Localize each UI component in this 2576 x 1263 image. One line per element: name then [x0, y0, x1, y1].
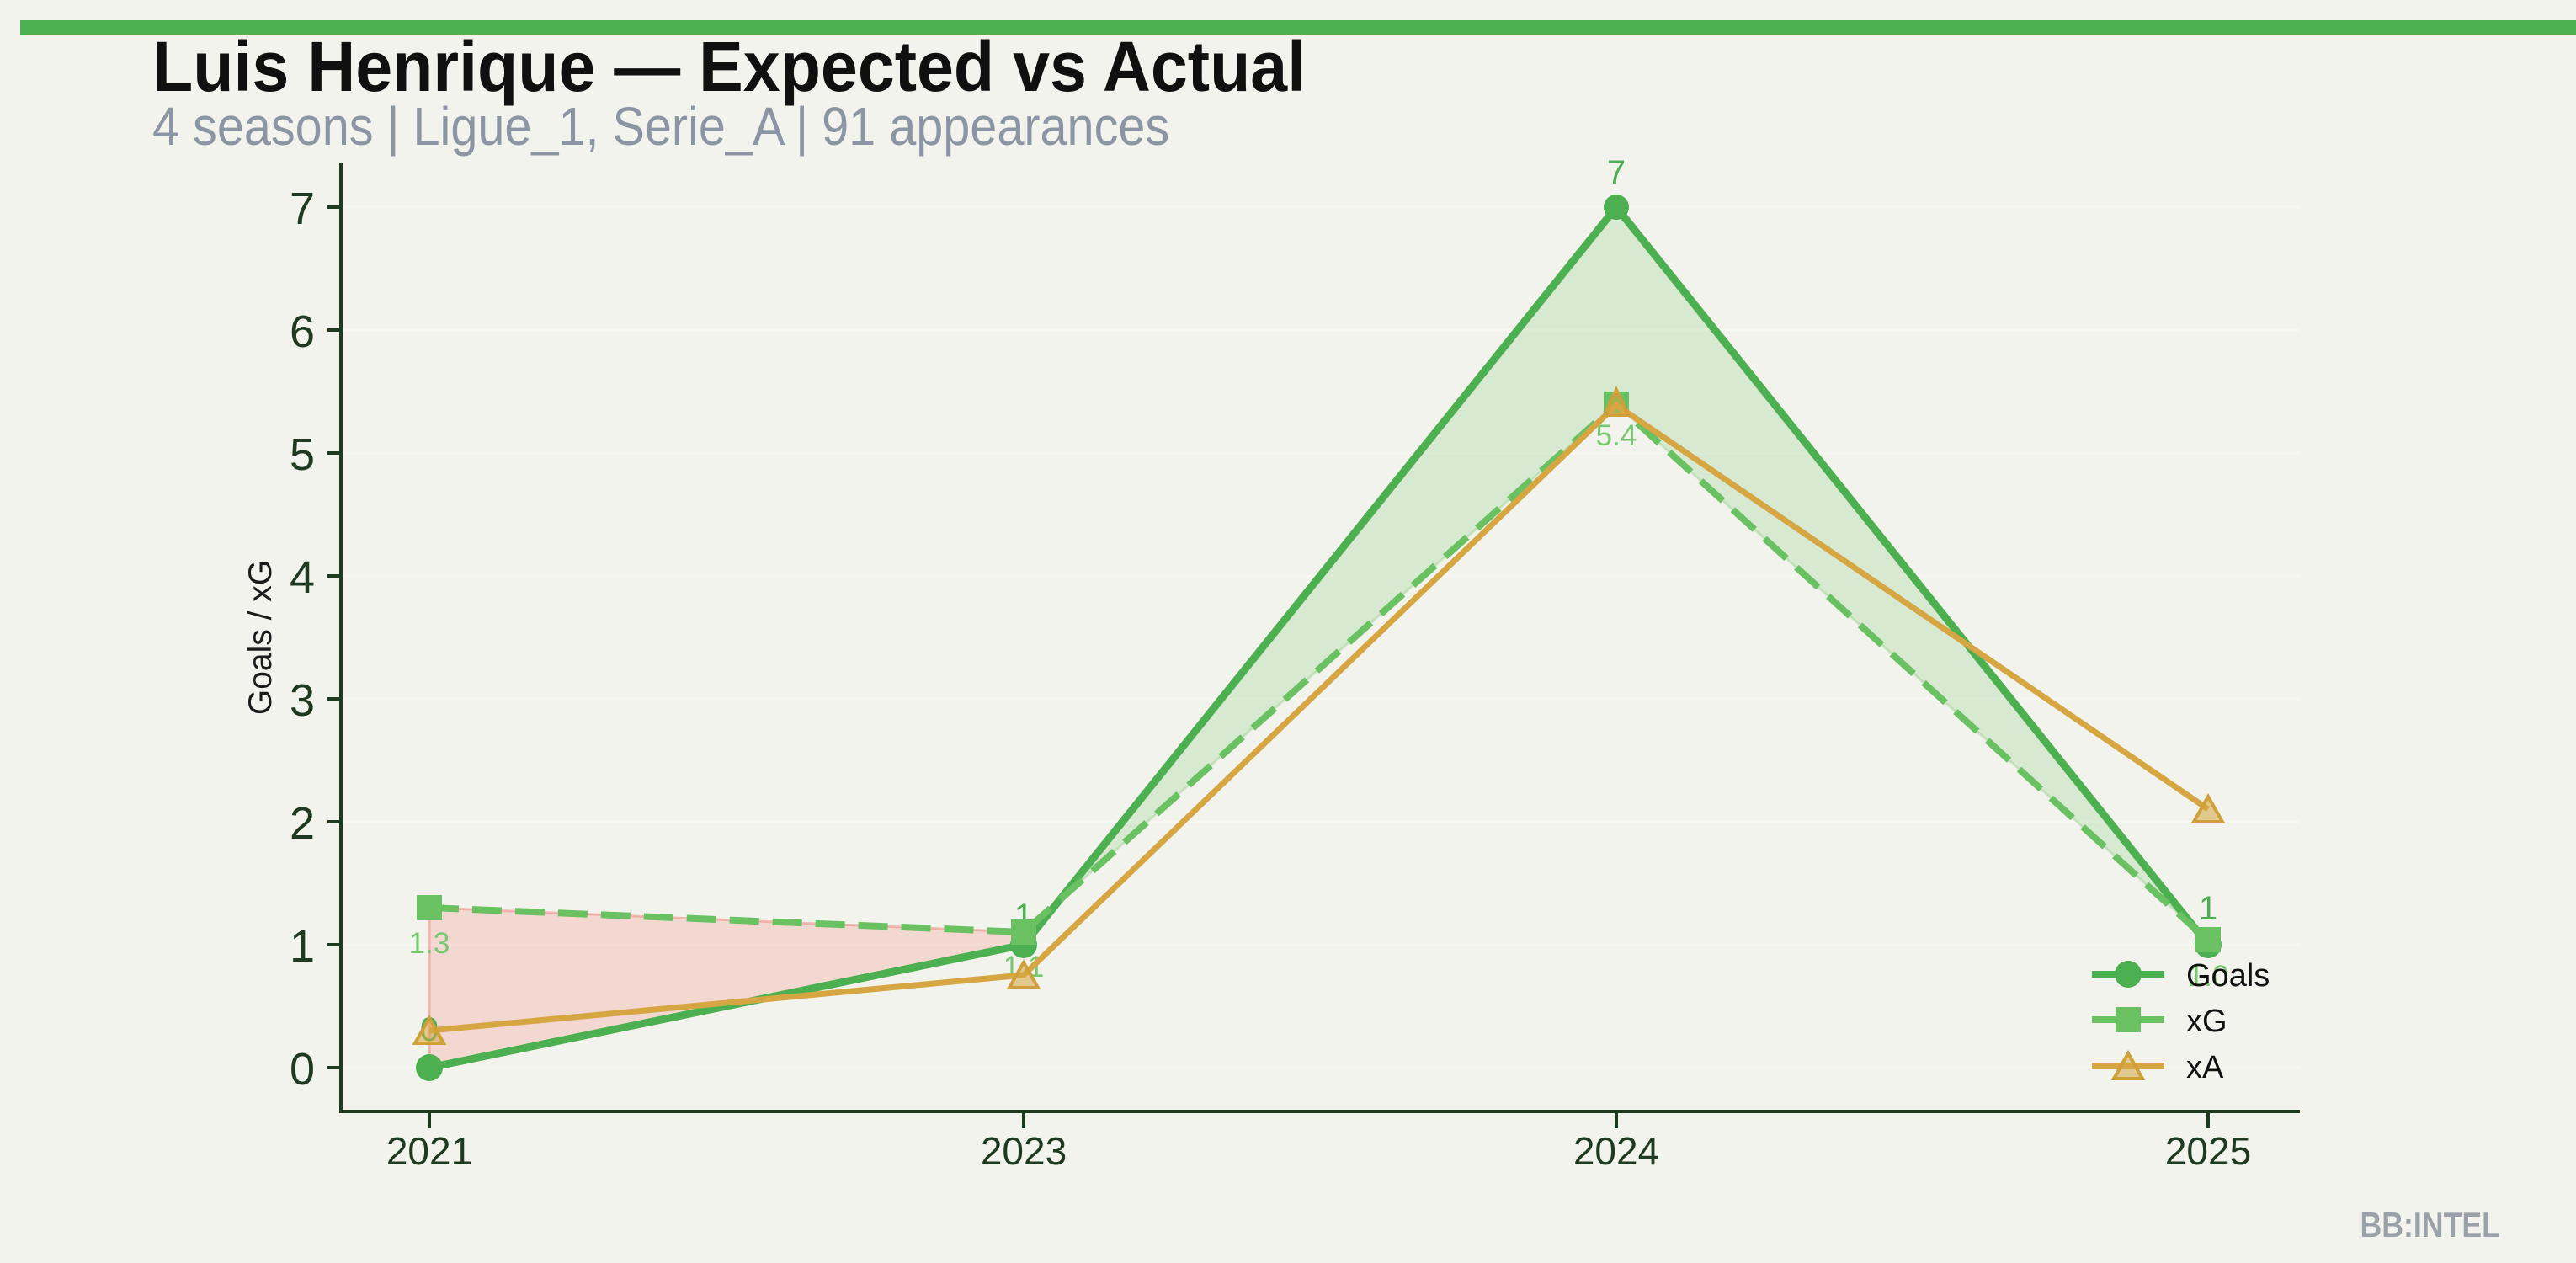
svg-text:2025: 2025 [2165, 1129, 2251, 1173]
svg-text:Luis Henrique — Expected vs Ac: Luis Henrique — Expected vs Actual [152, 28, 1306, 107]
svg-text:1.3: 1.3 [409, 927, 450, 960]
svg-text:5: 5 [290, 429, 315, 480]
svg-text:Goals / xG: Goals / xG [242, 560, 279, 715]
svg-text:1: 1 [2199, 890, 2217, 927]
svg-text:Goals: Goals [2186, 958, 2270, 994]
svg-text:2023: 2023 [981, 1129, 1067, 1173]
svg-text:4: 4 [290, 552, 315, 603]
svg-text:1: 1 [290, 921, 315, 972]
svg-text:0: 0 [290, 1044, 315, 1095]
svg-text:4 seasons | Ligue_1, Serie_A |: 4 seasons | Ligue_1, Serie_A | 91 appear… [152, 96, 1169, 156]
svg-text:6: 6 [290, 306, 315, 357]
svg-text:BB:INTEL: BB:INTEL [2360, 1206, 2500, 1244]
svg-text:2021: 2021 [386, 1129, 472, 1173]
svg-text:1.0: 1.0 [2188, 960, 2229, 993]
svg-text:2: 2 [290, 798, 315, 849]
svg-text:7: 7 [1607, 154, 1626, 191]
svg-text:2024: 2024 [1573, 1129, 1659, 1173]
svg-text:5.4: 5.4 [1596, 419, 1637, 452]
svg-text:xG: xG [2186, 1004, 2227, 1039]
svg-text:xA: xA [2186, 1050, 2224, 1085]
svg-text:3: 3 [290, 675, 315, 726]
svg-text:7: 7 [290, 184, 315, 234]
